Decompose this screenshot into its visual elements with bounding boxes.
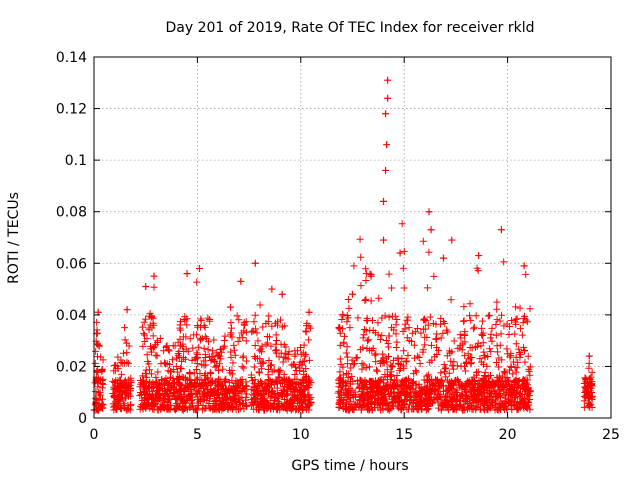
peak-point bbox=[226, 303, 234, 311]
y-tick-label: 0 bbox=[78, 411, 87, 427]
axis-ticks: 0 5 10 15 20 25 0 0.02 0.04 0.06 0.08 0.1 0.12 0.14 bbox=[56, 50, 620, 443]
peak-point bbox=[382, 110, 390, 118]
peak-point bbox=[195, 264, 203, 272]
peak-point bbox=[349, 290, 356, 298]
y-tick-label: 0.1 bbox=[65, 153, 87, 169]
x-tick-label: 15 bbox=[395, 427, 413, 443]
peak-point bbox=[380, 197, 388, 205]
y-tick-label: 0.04 bbox=[56, 308, 87, 324]
y-tick-label: 0.08 bbox=[56, 205, 87, 221]
plot-frame bbox=[93, 56, 612, 419]
peak-point bbox=[396, 249, 404, 257]
peak-point bbox=[585, 352, 593, 360]
x-tick-label: 20 bbox=[499, 427, 517, 443]
peak-point bbox=[520, 262, 528, 270]
peak-point bbox=[382, 166, 390, 174]
peak-point bbox=[497, 226, 505, 234]
y-axis-label: ROTI / TECUs bbox=[6, 192, 22, 284]
scatter-cloud bbox=[334, 220, 534, 414]
x-tick-label: 10 bbox=[292, 427, 310, 443]
peak-point bbox=[305, 308, 313, 316]
peak-point bbox=[123, 306, 131, 314]
peak-point bbox=[278, 290, 286, 298]
peak-point bbox=[439, 254, 447, 262]
data-points bbox=[90, 76, 596, 414]
x-tick-label: 0 bbox=[90, 427, 99, 443]
peak-point bbox=[150, 272, 158, 280]
peak-point bbox=[237, 277, 245, 285]
peak-point bbox=[448, 236, 456, 244]
peak-point bbox=[268, 285, 276, 293]
peak-point bbox=[384, 76, 392, 84]
peak-point bbox=[427, 226, 435, 234]
peak-point bbox=[183, 270, 191, 278]
scatter-cloud bbox=[580, 359, 596, 412]
scatter-cloud bbox=[136, 278, 251, 414]
scatter-cloud bbox=[109, 324, 135, 414]
y-tick-label: 0.14 bbox=[56, 50, 87, 66]
peak-point bbox=[383, 141, 391, 149]
peak-point bbox=[251, 259, 259, 267]
y-tick-label: 0.06 bbox=[56, 256, 87, 272]
x-axis-label: GPS time / hours bbox=[291, 458, 408, 474]
scatter-cloud bbox=[247, 301, 315, 414]
peak-point bbox=[367, 272, 375, 280]
peak-point bbox=[425, 208, 433, 216]
peak-point bbox=[380, 236, 388, 244]
x-tick-label: 25 bbox=[602, 427, 620, 443]
chart-title: Day 201 of 2019, Rate Of TEC Index for r… bbox=[165, 20, 534, 36]
scatter-cloud bbox=[90, 318, 107, 414]
y-tick-label: 0.02 bbox=[56, 359, 87, 375]
peak-point bbox=[384, 94, 392, 102]
x-tick-label: 5 bbox=[193, 427, 202, 443]
y-tick-label: 0.12 bbox=[56, 102, 87, 118]
peak-point bbox=[142, 282, 150, 290]
peak-point bbox=[475, 252, 483, 260]
